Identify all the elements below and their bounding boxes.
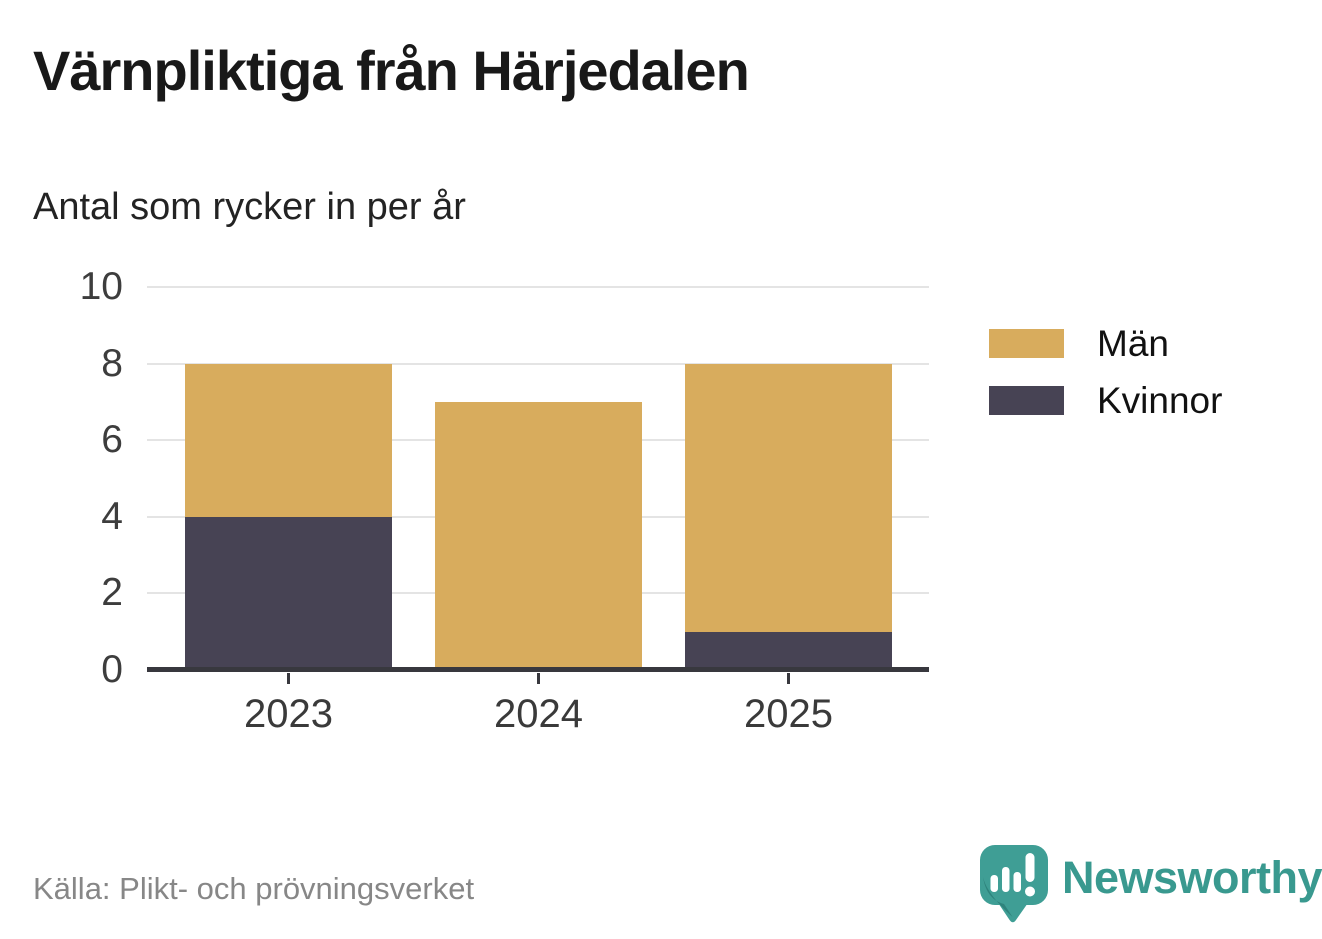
legend-item-women: Kvinnor bbox=[989, 380, 1222, 421]
y-tick-label: 6 bbox=[101, 418, 123, 462]
newsworthy-wordmark: Newsworthy bbox=[1062, 852, 1322, 903]
x-tick bbox=[537, 673, 540, 684]
x-axis-line bbox=[147, 667, 929, 672]
x-tick-label: 2024 bbox=[494, 692, 583, 736]
legend-label-women: Kvinnor bbox=[1097, 379, 1223, 421]
y-tick-label: 0 bbox=[101, 648, 123, 691]
legend-swatch-women bbox=[989, 386, 1064, 415]
legend-item-men: Män bbox=[989, 323, 1222, 364]
gridline bbox=[147, 362, 929, 365]
gridline bbox=[147, 286, 929, 288]
y-tick-label: 10 bbox=[79, 265, 123, 308]
bar-segment-män-2025 bbox=[685, 363, 892, 632]
x-tick-label: 2023 bbox=[244, 692, 333, 736]
x-tick-label: 2025 bbox=[744, 692, 833, 736]
y-tick-label: 8 bbox=[101, 341, 123, 385]
y-tick-label: 2 bbox=[101, 571, 123, 615]
chart-subtitle: Antal som rycker in per år bbox=[33, 186, 466, 228]
bar-segment-män-2024 bbox=[435, 401, 642, 670]
legend-swatch-men bbox=[989, 329, 1064, 358]
bar-segment-kvinnor-2023 bbox=[185, 516, 392, 670]
x-tick bbox=[787, 673, 790, 684]
y-tick-label: 4 bbox=[101, 494, 123, 538]
x-tick bbox=[287, 673, 290, 684]
legend-label-men: Män bbox=[1097, 322, 1169, 364]
newsworthy-logo: Newsworthy bbox=[978, 843, 1322, 927]
newsworthy-chart-bubble-icon bbox=[980, 845, 1048, 923]
legend: Män Kvinnor bbox=[989, 323, 1222, 443]
bar-segment-män-2023 bbox=[185, 363, 392, 517]
chart-title: Värnpliktiga från Härjedalen bbox=[33, 39, 750, 102]
plot-area: 0 2 4 6 8 10 2023 2024 2025 bbox=[80, 265, 929, 736]
bar-segment-kvinnor-2025 bbox=[685, 631, 892, 670]
source-note: Källa: Plikt- och prövningsverket bbox=[33, 871, 475, 906]
